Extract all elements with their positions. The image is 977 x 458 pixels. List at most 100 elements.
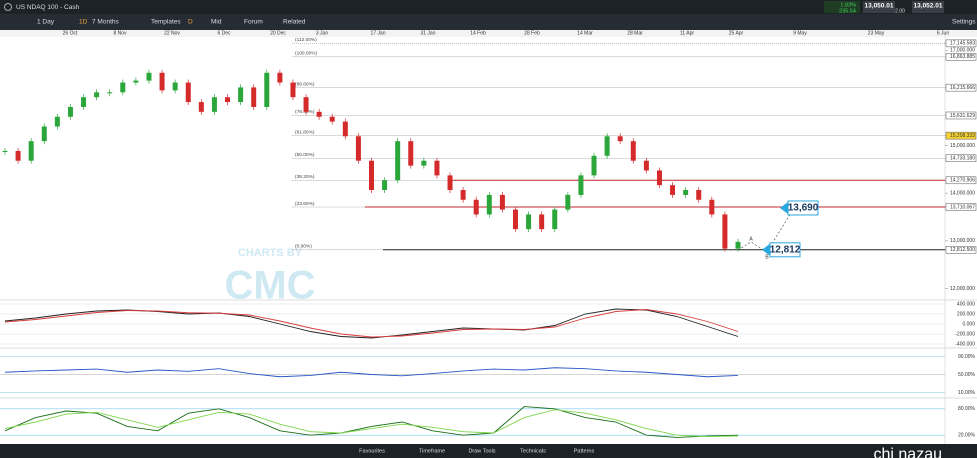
candle: [656, 170, 662, 186]
candle: [643, 160, 649, 171]
macd-line: [4, 309, 739, 338]
watermark: CMC: [224, 264, 315, 308]
date-axis-bg: [0, 30, 977, 37]
candle: [146, 72, 152, 81]
date-label: 17 Jan: [370, 30, 385, 36]
y-tick-label: 200.000: [957, 311, 975, 317]
instrument[interactable]: US NDAQ 100 - Cash: [16, 4, 80, 11]
date-label: 3 Jan: [316, 30, 328, 36]
candle: [159, 72, 165, 91]
forum[interactable]: Forum: [244, 19, 263, 26]
candle: [539, 214, 545, 230]
y-tick-label: 90.00%: [958, 354, 976, 360]
interval-short[interactable]: 1D: [79, 19, 88, 26]
candle: [94, 92, 100, 98]
date-label: 11 Apr: [680, 30, 694, 36]
y-tick-label: -200.000: [955, 331, 975, 337]
candle: [473, 199, 479, 215]
date-label: 25 Apr: [729, 30, 744, 36]
price-type-short[interactable]: D: [188, 19, 193, 26]
candle: [120, 82, 126, 93]
pattern-point: A: [749, 236, 753, 242]
toolbar-button[interactable]: Draw Tools: [468, 448, 495, 454]
interval[interactable]: 1 Day: [37, 19, 55, 26]
change: 235.54: [839, 8, 856, 14]
candle: [2, 150, 8, 152]
stochastic-line: [4, 409, 739, 437]
templates[interactable]: Templates: [151, 19, 181, 26]
toolbar-button[interactable]: Patterns: [574, 448, 595, 454]
candle: [617, 136, 623, 142]
candle: [251, 87, 257, 107]
fib-label: (38.20%): [295, 174, 315, 180]
candle: [225, 97, 231, 103]
y-tick-label: 14,270.906: [950, 178, 975, 184]
candle: [185, 82, 191, 103]
candle: [460, 190, 466, 200]
candle: [67, 106, 73, 117]
date-label: 8 Nov: [113, 30, 127, 36]
pattern-point: B: [765, 254, 769, 260]
candle: [696, 190, 702, 200]
y-tick-label: 17,145.583: [950, 41, 975, 47]
y-tick-label: 20.00%: [958, 433, 976, 439]
instrument-icon[interactable]: [4, 3, 12, 11]
sell-price[interactable]: 13,050.01: [865, 3, 894, 10]
top-bar: [0, 0, 977, 14]
candle: [395, 141, 401, 181]
date-label: 28 Mar: [627, 30, 643, 36]
range[interactable]: 7 Months: [92, 19, 119, 26]
candle: [81, 97, 87, 107]
y-tick-label: 15,000.000: [950, 143, 975, 149]
fib-label: (100.00%): [295, 51, 318, 57]
toolbar-button[interactable]: Timeframe: [419, 448, 445, 454]
settings[interactable]: Settings: [952, 19, 976, 26]
candle: [264, 72, 270, 107]
candle: [277, 72, 283, 83]
y-tick-box: [945, 203, 977, 211]
candle: [670, 185, 676, 195]
overlay-text: chi nazau: [874, 446, 943, 458]
y-tick-box: [945, 53, 977, 61]
y-tick-box: [945, 246, 977, 254]
y-tick-label: 0.000: [962, 321, 975, 327]
date-label: 20 Dec: [270, 30, 286, 36]
y-tick-box: [945, 39, 977, 48]
y-tick-label: 16,215.666: [950, 85, 975, 91]
y-tick-label: 13,000.000: [950, 238, 975, 244]
candle: [329, 116, 335, 122]
candle: [408, 141, 414, 166]
candle: [447, 175, 453, 191]
toolbar-button[interactable]: Technicals: [520, 448, 546, 454]
date-label: 23 May: [868, 30, 885, 36]
y-tick-label: 13,710.067: [950, 204, 975, 210]
candle: [604, 136, 610, 156]
buy-price[interactable]: 13,052.01: [914, 3, 943, 10]
date-label: 6 Dec: [217, 30, 231, 36]
sell-box[interactable]: [863, 1, 895, 13]
y-tick-box: [945, 176, 977, 185]
price-type[interactable]: Mid: [211, 19, 222, 26]
fib-label: (88.60%): [295, 81, 315, 87]
candle: [434, 160, 440, 176]
date-label: 14 Feb: [470, 30, 486, 36]
candle: [15, 150, 21, 161]
callout-box: [787, 200, 819, 216]
candle: [54, 116, 60, 127]
candle: [211, 97, 217, 112]
y-tick-box: [945, 154, 977, 163]
buy-box[interactable]: [912, 1, 944, 13]
related[interactable]: Related: [283, 19, 306, 26]
control-bar: [0, 14, 977, 30]
watermark: CHARTS BY: [238, 247, 303, 259]
macd-line: [4, 308, 739, 339]
y-tick-label: 50.00%: [958, 372, 976, 378]
toolbar-button[interactable]: Favourites: [359, 448, 385, 454]
candle: [41, 126, 47, 142]
date-label: 6 Jun: [937, 30, 949, 36]
fib-label: (23.60%): [295, 201, 315, 207]
date-label: 28 Feb: [524, 30, 540, 36]
change-box: [824, 1, 860, 13]
candle: [342, 121, 348, 137]
candle: [709, 199, 715, 215]
